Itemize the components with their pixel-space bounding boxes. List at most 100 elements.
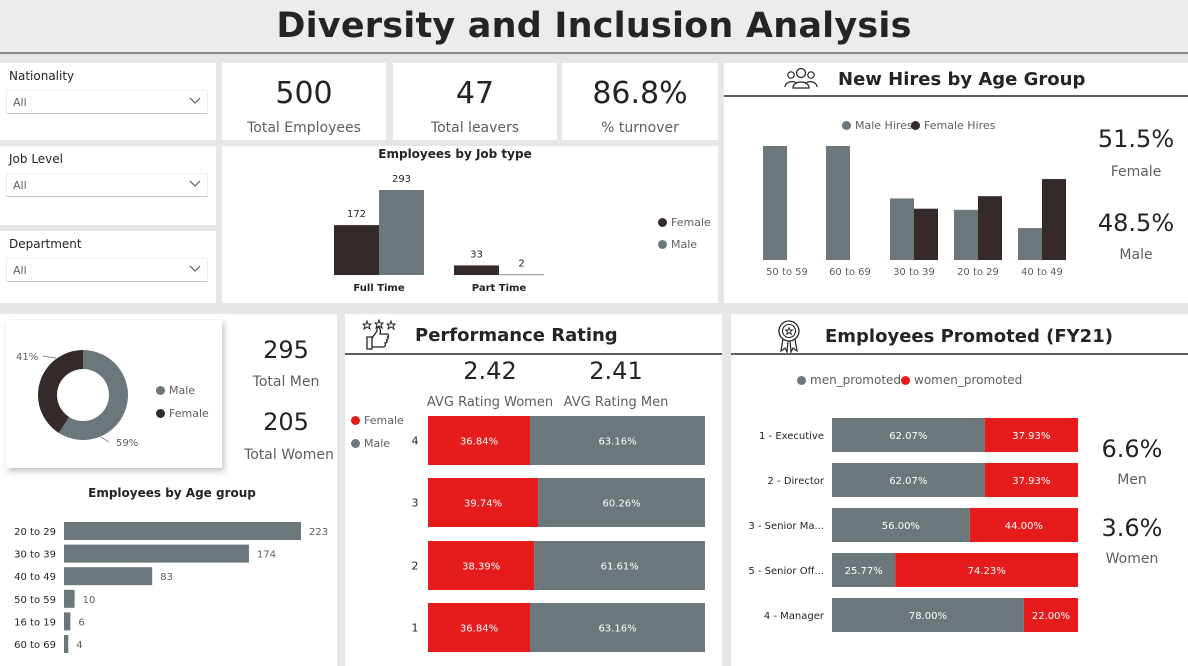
category-label: Full Time — [353, 283, 404, 294]
data-label: 223 — [309, 527, 328, 538]
data-label: 37.93% — [1012, 431, 1050, 442]
bar — [64, 522, 301, 540]
bar-female-hires — [978, 196, 1002, 260]
section-divider — [731, 353, 1188, 355]
section-title: Employees Promoted (FY21) — [825, 325, 1113, 347]
female-hires-label: Female — [1110, 164, 1162, 180]
slicer-label: Department — [9, 237, 82, 251]
legend-dot — [901, 375, 910, 385]
legend-male[interactable]: Male — [156, 384, 195, 397]
data-label: 44.00% — [1005, 521, 1043, 532]
data-label: 293 — [392, 174, 411, 185]
data-label: 10 — [83, 595, 96, 606]
bar-men — [832, 598, 1024, 632]
legend-label: Male — [671, 238, 698, 251]
bar-women — [1023, 598, 1078, 632]
data-label: 83 — [160, 572, 173, 583]
performance-chart: 4 36.84% 63.16% 3 39.74% 60.26% 2 38.39% 61.61% 1… — [412, 416, 705, 652]
donut-card: 59% 41% Male Female — [6, 320, 222, 468]
bar-male — [534, 541, 705, 590]
slice-label-male: 59% — [116, 438, 138, 449]
thumbs-up-stars-icon — [361, 319, 397, 350]
legend-female[interactable]: Female — [658, 216, 711, 229]
section-divider — [724, 95, 1188, 97]
bar — [64, 589, 75, 608]
bar-male — [379, 190, 424, 275]
performance-panel: Performance Rating 2.42 AVG Rating Women… — [345, 314, 722, 666]
legend-female[interactable]: Female — [351, 414, 404, 427]
legend-men-promoted[interactable]: men_promoted — [797, 373, 901, 387]
legend-dot — [156, 386, 165, 395]
legend-female-hires[interactable]: Female Hires — [911, 119, 995, 132]
female-hires-pct: 51.5% — [1097, 125, 1175, 153]
kpi-value: 86.8% — [592, 76, 688, 111]
bar-male — [538, 478, 705, 527]
data-label: 25.77% — [845, 566, 883, 577]
legend-female[interactable]: Female — [156, 407, 209, 420]
category-label: 1 - Executive — [759, 431, 824, 442]
chevron-down-icon — [189, 265, 201, 272]
category-label: 30 to 39 — [893, 267, 935, 278]
page-title: Diversity and Inclusion Analysis — [276, 6, 912, 46]
category-label: 3 - Senior Ma... — [748, 521, 824, 532]
legend-male[interactable]: Male — [351, 437, 390, 450]
bar-female — [454, 265, 499, 275]
avg-rating-women-value: 2.42 — [463, 357, 517, 385]
bar-men — [832, 508, 970, 542]
slicer-label: Job Level — [9, 152, 63, 166]
department-slicer: Department All — [0, 231, 216, 303]
bar-men — [832, 418, 985, 452]
bar-female-hires — [1042, 179, 1066, 260]
nationality-dropdown[interactable]: All — [6, 90, 208, 114]
job-level-dropdown[interactable]: All — [6, 173, 208, 197]
legend-women-promoted[interactable]: women_promoted — [901, 373, 1022, 387]
category-label: 60 to 69 — [14, 640, 56, 651]
data-label: 78.00% — [909, 611, 947, 622]
legend-label: Male — [169, 384, 196, 397]
bar — [64, 635, 69, 653]
category-label: 20 to 29 — [957, 267, 999, 278]
data-label: 63.16% — [598, 437, 636, 448]
legend-label: Female — [671, 216, 711, 229]
leader-line — [100, 436, 110, 443]
slicer-value: All — [13, 96, 27, 109]
data-label: 174 — [257, 550, 276, 561]
category-label: 50 to 59 — [766, 267, 808, 278]
slice-label-female: 41% — [16, 352, 38, 363]
legend-label: Female — [364, 414, 404, 427]
kpi-card-turnover: 86.8% % turnover — [562, 63, 718, 140]
chevron-down-icon — [189, 180, 201, 187]
legend-male[interactable]: Male — [658, 238, 697, 251]
bar-male-hires — [1018, 228, 1042, 260]
job-type-chart-panel: Employees by Job type 172 293 Full Time 33 2… — [222, 146, 718, 303]
kpi-label: % turnover — [601, 120, 679, 136]
bar-women — [895, 553, 1078, 587]
total-women-value: 205 — [263, 408, 309, 436]
leader-line — [42, 355, 57, 359]
legend-dot — [797, 375, 806, 385]
legend-label: Female Hires — [924, 119, 996, 132]
data-label: 36.84% — [460, 624, 498, 635]
age-group-chart: 20 to 29 223 30 to 39 174 40 to 49 83 50 to 59… — [14, 522, 328, 653]
bar-female — [334, 225, 379, 275]
legend-dot — [658, 240, 667, 249]
legend-male-hires[interactable]: Male Hires — [842, 119, 913, 132]
total-men-value: 295 — [263, 336, 309, 364]
bar-male — [499, 274, 544, 276]
chevron-down-icon — [189, 97, 201, 104]
data-label: 63.16% — [598, 624, 636, 635]
bar-female — [428, 478, 539, 527]
bar-women — [969, 508, 1078, 542]
bar-female-hires — [914, 208, 938, 260]
section-title: New Hires by Age Group — [838, 68, 1086, 90]
data-label: 22.00% — [1032, 611, 1070, 622]
category-label: 2 — [412, 560, 419, 573]
legend-dot — [842, 121, 851, 130]
legend-dot — [351, 416, 360, 425]
department-dropdown[interactable]: All — [6, 258, 208, 282]
legend-label: women_promoted — [914, 373, 1023, 387]
data-label: 2 — [518, 258, 524, 269]
bar-male-hires — [954, 209, 978, 260]
category-label: 4 - Manager — [764, 611, 825, 622]
data-label: 61.61% — [601, 562, 639, 573]
